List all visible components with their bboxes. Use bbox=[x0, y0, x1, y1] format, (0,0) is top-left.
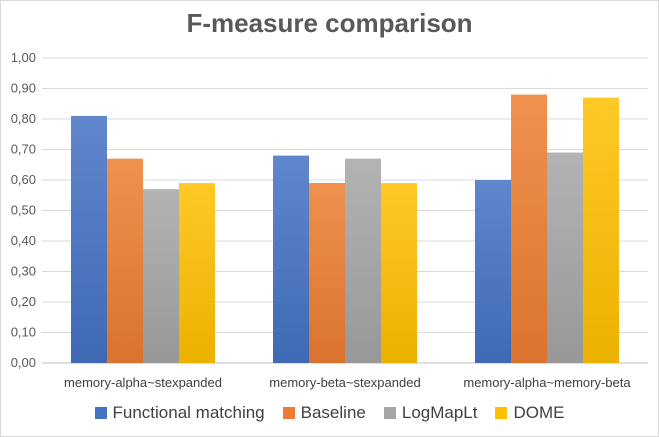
bar-functional-matching bbox=[273, 155, 309, 363]
legend-swatch bbox=[282, 407, 295, 419]
legend-item: Baseline bbox=[282, 403, 366, 423]
y-tick-label: 0,80 bbox=[11, 111, 36, 126]
bar-baseline bbox=[511, 94, 547, 363]
bar-dome bbox=[179, 183, 215, 363]
bar-logmaplt bbox=[345, 158, 381, 363]
legend-item: Functional matching bbox=[94, 403, 265, 423]
legend-item: DOME bbox=[495, 403, 564, 423]
chart-title: F-measure comparison bbox=[186, 8, 473, 38]
x-category-label: memory-beta~stexpanded bbox=[269, 375, 420, 390]
legend-label: Baseline bbox=[300, 403, 366, 422]
legend-swatch bbox=[383, 407, 396, 419]
bar-logmaplt bbox=[547, 152, 583, 363]
y-tick-label: 0,30 bbox=[11, 264, 36, 279]
legend-label: DOME bbox=[513, 403, 565, 422]
legend-label: LogMapLt bbox=[401, 403, 478, 422]
legend-swatch bbox=[94, 407, 107, 419]
y-tick-label: 0,40 bbox=[11, 233, 36, 248]
bar-functional-matching bbox=[71, 115, 107, 363]
legend: Functional matching Baseline LogMapLt DOME bbox=[0, 403, 659, 423]
bar-baseline bbox=[309, 183, 345, 363]
bar-dome bbox=[381, 183, 417, 363]
bar-dome bbox=[583, 97, 619, 364]
bar-logmaplt bbox=[143, 189, 179, 363]
bar-baseline bbox=[107, 158, 143, 363]
y-tick-label: 0,10 bbox=[11, 325, 36, 340]
legend-label: Functional matching bbox=[112, 403, 265, 422]
y-tick-label: 0,90 bbox=[11, 81, 36, 96]
y-tick-label: 0,50 bbox=[11, 203, 36, 218]
legend-item: LogMapLt bbox=[383, 403, 478, 423]
legend-swatch bbox=[495, 407, 508, 419]
y-tick-label: 0,20 bbox=[11, 294, 36, 309]
x-category-label: memory-alpha~memory-beta bbox=[463, 375, 631, 390]
y-tick-label: 0,60 bbox=[11, 172, 36, 187]
y-tick-label: 0,00 bbox=[11, 355, 36, 370]
y-tick-label: 1,00 bbox=[11, 50, 36, 65]
y-tick-label: 0,70 bbox=[11, 142, 36, 157]
bar-functional-matching bbox=[475, 180, 511, 363]
x-category-label: memory-alpha~stexpanded bbox=[64, 375, 222, 390]
